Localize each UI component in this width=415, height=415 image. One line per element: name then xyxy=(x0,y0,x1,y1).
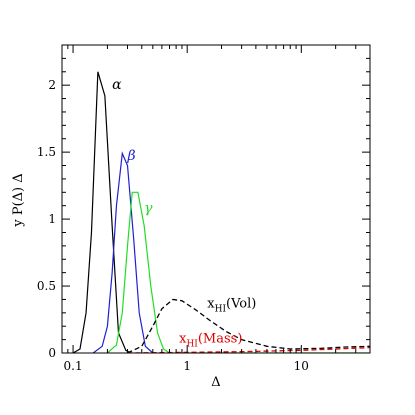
series-line-1 xyxy=(92,151,154,353)
series-label-3: xHI(Vol) xyxy=(207,296,256,314)
series-line-3 xyxy=(127,298,370,353)
series-label-0: α xyxy=(112,77,122,93)
series-line-4 xyxy=(127,346,370,353)
series-line-2 xyxy=(107,191,370,353)
x-tick-label: 1 xyxy=(183,359,191,373)
y-tick-label: 0 xyxy=(48,346,56,360)
x-axis-label: Δ xyxy=(211,375,220,390)
y-tick-label: 1.5 xyxy=(37,145,56,159)
x-tick-label: 0.1 xyxy=(64,359,83,373)
axis-ticks: 0 0.5 1 1.5 2 0.1 1 10 xyxy=(37,44,371,373)
y-tick-label: 1 xyxy=(48,212,56,226)
series-label-1: β xyxy=(127,148,136,164)
plot-frame xyxy=(61,44,371,354)
x-tick-label: 10 xyxy=(294,359,309,373)
plot-area xyxy=(72,71,370,353)
y-tick-label: 0.5 xyxy=(37,279,56,293)
series-label-4: xHI(Mass) xyxy=(179,331,242,349)
y-axis-label: y P(Δ) Δ xyxy=(11,173,26,227)
series-annotations: α β γ xHI(Vol) xHI(Mass) xyxy=(112,77,256,349)
series-label-2: γ xyxy=(144,200,153,216)
series-line-0 xyxy=(72,71,131,353)
y-tick-label: 2 xyxy=(48,78,56,92)
